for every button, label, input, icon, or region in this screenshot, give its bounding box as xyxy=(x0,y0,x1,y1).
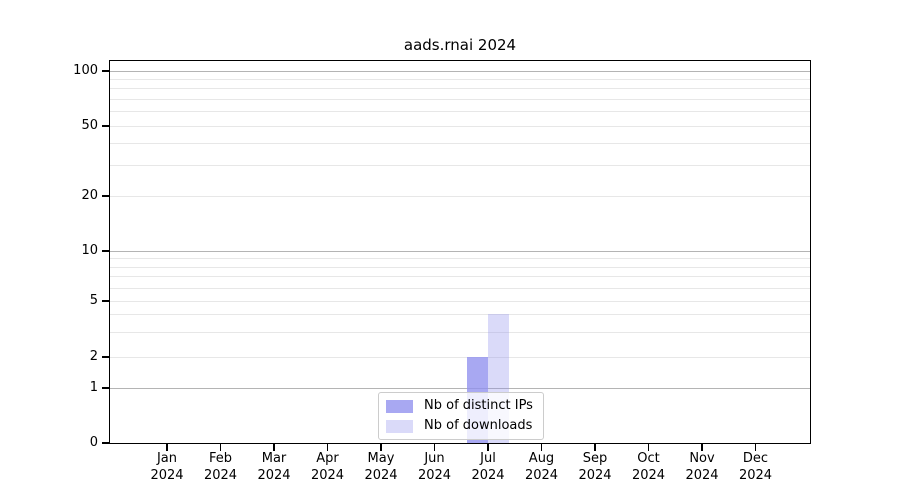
x-tick-month: Oct xyxy=(637,451,660,466)
x-tick-year: 2024 xyxy=(417,468,452,483)
x-tick-month: Apr xyxy=(316,451,339,466)
minor-gridline xyxy=(109,88,810,90)
x-tick-month: Nov xyxy=(689,451,715,466)
x-tick-label: Dec 2024 xyxy=(732,450,780,484)
x-tick-label: Feb 2024 xyxy=(197,450,245,484)
legend-item: Nb of downloads xyxy=(386,418,533,434)
minor-gridline xyxy=(109,287,810,289)
x-tick-month: Jan xyxy=(156,451,178,466)
legend-swatch-icon xyxy=(386,419,413,433)
minor-gridline xyxy=(109,356,810,358)
chart-title: aads.rnai 2024 xyxy=(403,36,517,54)
minor-gridline xyxy=(109,79,810,81)
x-tick-mark xyxy=(647,444,650,451)
x-tick-year: 2024 xyxy=(310,468,345,483)
legend-swatch-icon xyxy=(386,399,413,413)
x-tick-year: 2024 xyxy=(471,468,505,483)
x-tick-month: May xyxy=(367,451,395,466)
x-tick-month: Jul xyxy=(480,451,496,466)
x-tick-label: Oct 2024 xyxy=(625,450,673,484)
x-tick-month: Dec xyxy=(742,451,769,466)
x-tick-label: May 2024 xyxy=(357,450,405,484)
x-tick-mark xyxy=(380,444,382,451)
x-tick-mark xyxy=(594,444,596,451)
minor-gridline xyxy=(109,314,810,316)
y-tick-label: 20 xyxy=(81,188,98,203)
y-tick-mark xyxy=(102,356,109,358)
x-tick-label: Aug 2024 xyxy=(518,450,566,484)
y-tick-label: 2 xyxy=(89,349,98,364)
y-tick-mark xyxy=(102,70,109,72)
legend-label: Nb of downloads xyxy=(424,418,533,433)
y-tick-label: 100 xyxy=(73,63,98,78)
minor-gridline xyxy=(109,142,810,144)
y-tick-label: 10 xyxy=(81,243,98,258)
x-tick-label: Jul 2024 xyxy=(464,450,512,484)
y-tick-mark xyxy=(102,250,109,252)
x-tick-mark xyxy=(326,444,329,451)
x-tick-label: Nov 2024 xyxy=(678,450,726,484)
y-tick-mark xyxy=(102,442,109,444)
x-tick-year: 2024 xyxy=(203,468,238,483)
minor-gridline xyxy=(109,111,810,113)
x-tick-month: Aug xyxy=(528,451,555,466)
minor-gridline xyxy=(109,266,810,268)
x-tick-month: Sep xyxy=(582,451,608,466)
legend-label: Nb of distinct IPs xyxy=(424,398,533,413)
minor-gridline xyxy=(109,258,810,260)
x-tick-mark xyxy=(754,444,757,451)
minor-gridline xyxy=(109,300,810,302)
minor-gridline xyxy=(109,164,810,166)
legend-item: Nb of distinct IPs xyxy=(386,398,533,414)
y-tick-mark xyxy=(102,387,109,389)
x-tick-year: 2024 xyxy=(631,468,666,483)
major-gridline xyxy=(109,70,810,72)
y-tick-label: 50 xyxy=(81,118,98,133)
x-tick-year: 2024 xyxy=(364,468,398,483)
y-tick-label: 1 xyxy=(89,380,98,395)
minor-gridline xyxy=(109,125,810,127)
legend: Nb of distinct IPs Nb of downloads xyxy=(378,392,544,440)
x-tick-label: Jan 2024 xyxy=(143,450,191,484)
y-tick-mark xyxy=(102,300,109,302)
x-tick-mark xyxy=(487,444,489,451)
plot-area xyxy=(108,59,811,444)
minor-gridline xyxy=(109,331,810,333)
x-tick-mark xyxy=(540,444,543,451)
x-tick-mark xyxy=(701,444,703,451)
major-gridline xyxy=(109,387,810,389)
x-tick-label: Apr 2024 xyxy=(304,450,352,484)
x-tick-mark xyxy=(433,444,436,451)
major-gridline xyxy=(109,250,810,252)
x-tick-mark xyxy=(219,444,222,451)
x-tick-label: Mar 2024 xyxy=(250,450,298,484)
x-tick-month: Jun xyxy=(424,451,445,466)
y-tick-mark xyxy=(102,195,109,197)
x-tick-year: 2024 xyxy=(524,468,559,483)
y-tick-mark xyxy=(102,125,109,127)
minor-gridline xyxy=(109,276,810,278)
x-tick-mark xyxy=(273,444,275,451)
x-tick-month: Feb xyxy=(208,451,233,466)
x-tick-mark xyxy=(166,444,168,451)
x-tick-month: Mar xyxy=(261,451,287,466)
x-tick-year: 2024 xyxy=(738,468,773,483)
x-tick-year: 2024 xyxy=(150,468,184,483)
x-tick-year: 2024 xyxy=(257,468,291,483)
x-tick-year: 2024 xyxy=(685,468,719,483)
x-tick-year: 2024 xyxy=(578,468,612,483)
y-tick-label: 0 xyxy=(89,435,98,450)
minor-gridline xyxy=(109,195,810,197)
minor-gridline xyxy=(109,98,810,100)
x-tick-label: Sep 2024 xyxy=(571,450,619,484)
y-tick-label: 5 xyxy=(89,293,98,308)
x-tick-label: Jun 2024 xyxy=(411,450,459,484)
